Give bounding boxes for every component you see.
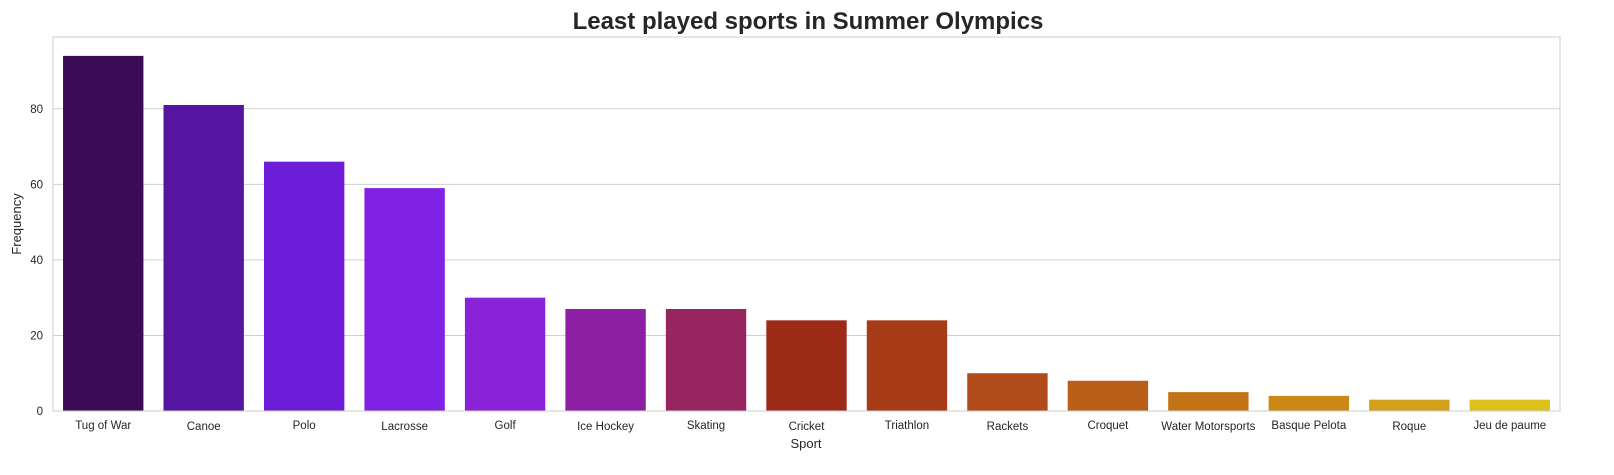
bar-cricket xyxy=(766,320,847,411)
plot-frame xyxy=(52,36,1561,412)
x-axis-label: Sport xyxy=(790,436,821,451)
x-tick-label: Rackets xyxy=(987,421,1029,433)
x-tick-label: Roque xyxy=(1392,421,1426,433)
bar-tug-of-war xyxy=(63,55,144,412)
y-tick-label: 80 xyxy=(30,104,43,116)
x-tick-label: Ice Hockey xyxy=(577,421,634,433)
bar-roque xyxy=(1369,399,1450,411)
x-tick-label: Basque Pelota xyxy=(1271,420,1346,432)
bar-croquet xyxy=(1067,380,1149,411)
x-tick-label: Tug of War xyxy=(75,420,131,432)
x-tick-label: Cricket xyxy=(789,421,826,433)
y-axis-ticks: 0 20 40 60 80 xyxy=(30,104,43,418)
x-tick-label: Canoe xyxy=(187,421,221,433)
bar-triathlon xyxy=(866,320,948,411)
y-tick-label: 20 xyxy=(30,330,43,342)
bar-polo xyxy=(263,161,345,411)
bar-canoe xyxy=(163,105,244,411)
bar-skating xyxy=(665,309,747,411)
bar-golf xyxy=(464,297,546,411)
x-tick-label: Golf xyxy=(495,420,517,432)
chart-title: Least played sports in Summer Olympics xyxy=(573,8,1044,35)
x-tick-label: Lacrosse xyxy=(381,421,428,433)
y-tick-label: 0 xyxy=(37,406,43,418)
bar-rackets xyxy=(967,373,1048,411)
y-tick-label: 40 xyxy=(30,255,43,267)
x-axis-ticks: Tug of War Canoe Polo Lacrosse Golf Ice Hocke… xyxy=(75,420,1546,433)
y-axis-label: Frequency xyxy=(9,193,24,255)
bar-ice-hockey xyxy=(565,309,646,411)
x-tick-label: Jeu de paume xyxy=(1473,420,1546,432)
bar-water-motorsports xyxy=(1168,392,1249,411)
y-tick-label: 60 xyxy=(30,179,43,191)
bars xyxy=(63,55,1550,412)
x-tick-label: Croquet xyxy=(1087,420,1129,432)
x-tick-label: Skating xyxy=(687,420,725,432)
bar-basque-pelota xyxy=(1268,395,1350,411)
x-tick-label: Triathlon xyxy=(885,420,929,432)
bar-lacrosse xyxy=(364,188,445,411)
x-tick-label: Water Motorsports xyxy=(1161,421,1255,433)
x-tick-label: Polo xyxy=(293,420,316,432)
bar-jeu-de-paume xyxy=(1469,399,1550,411)
